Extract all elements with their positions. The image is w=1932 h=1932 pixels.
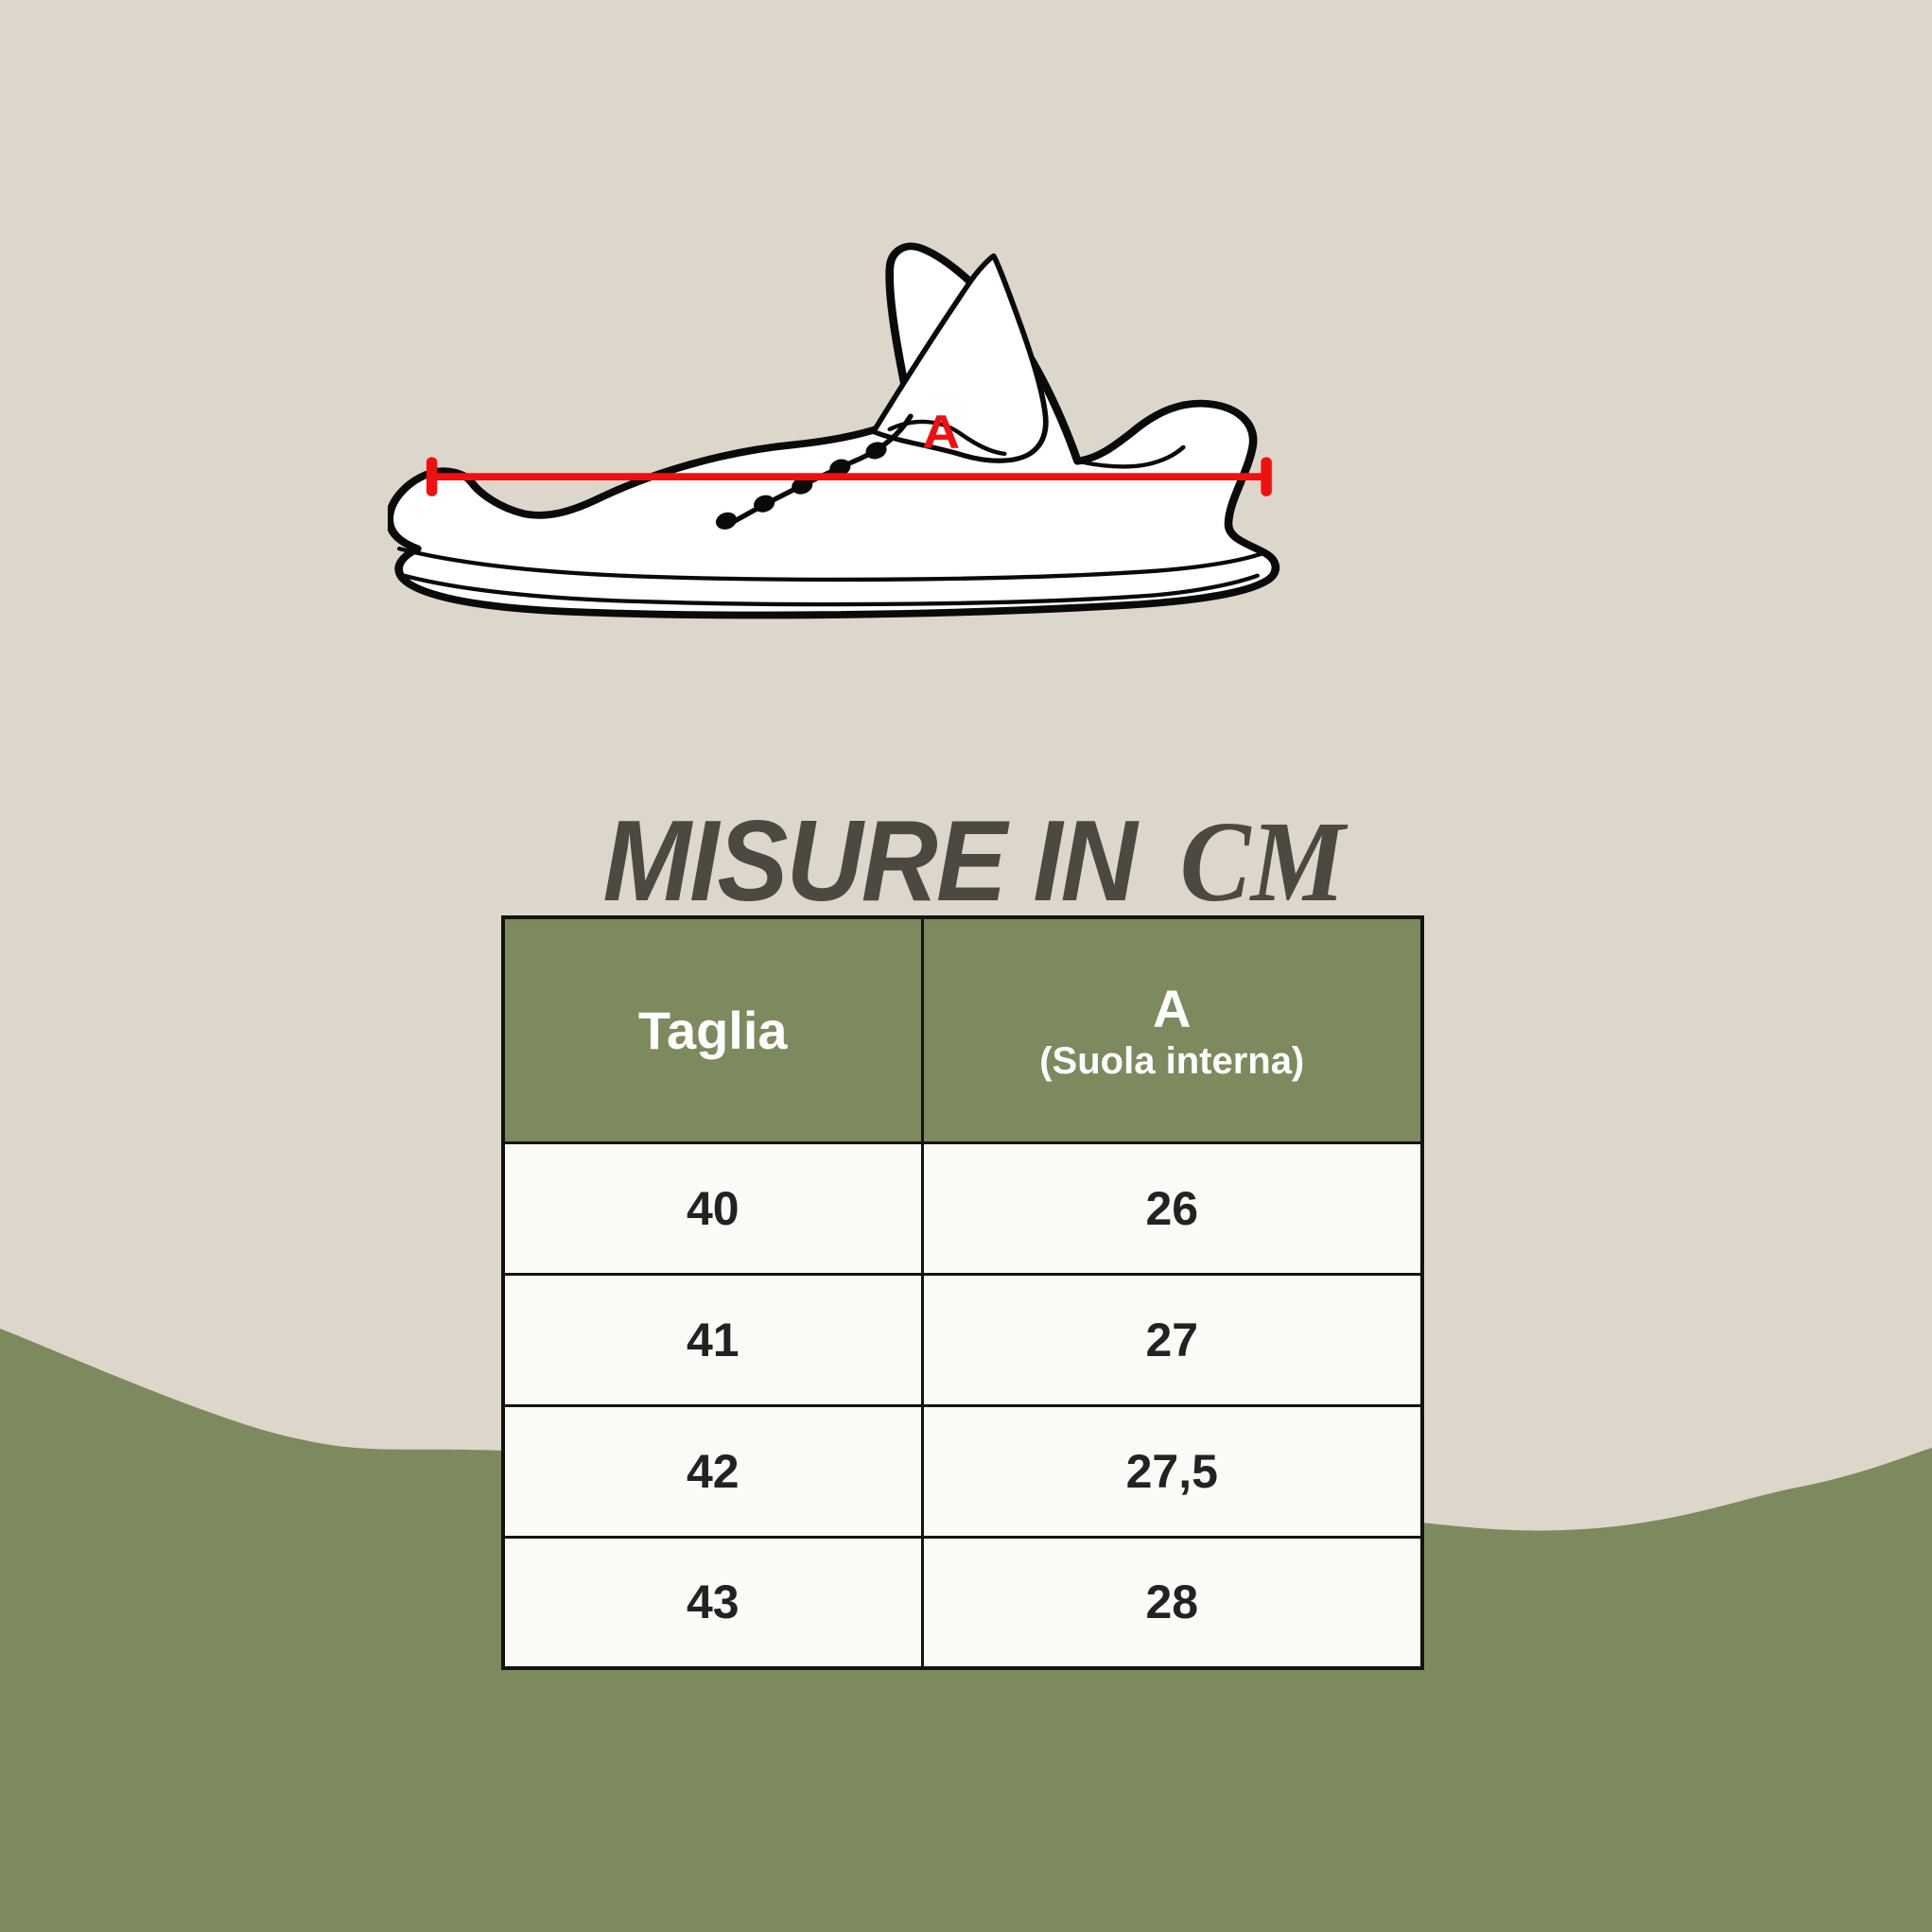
svg-text:A: A <box>922 406 960 459</box>
